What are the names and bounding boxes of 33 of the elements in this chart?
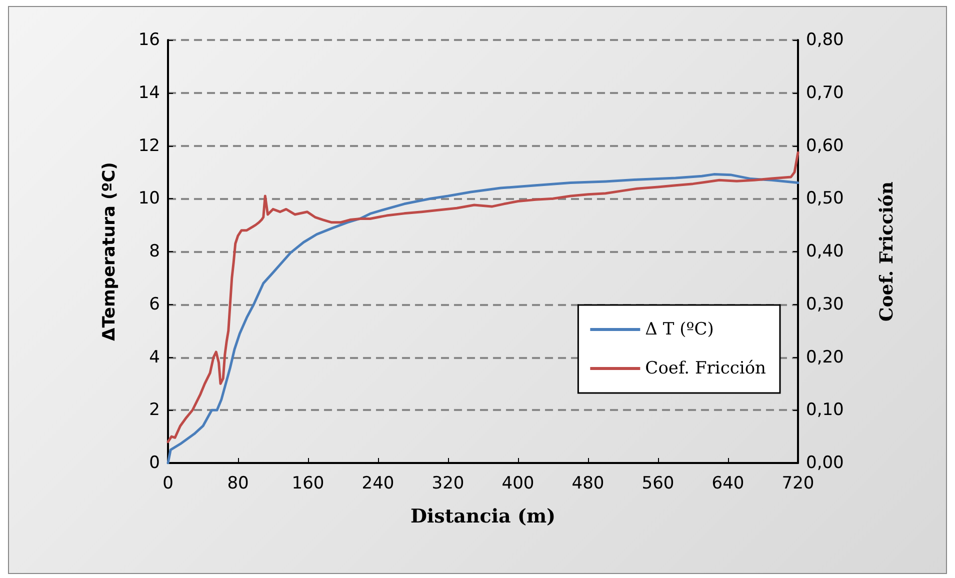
y-tick-label: 16 <box>138 30 160 50</box>
x-tick-label: 400 <box>502 474 534 494</box>
x-tick-label: 720 <box>782 474 814 494</box>
x-tick-label: 640 <box>712 474 744 494</box>
y2-tick-label: 0,10 <box>806 400 844 420</box>
y2-tick-label: 0,40 <box>806 242 844 262</box>
x-tick-label: 80 <box>227 474 249 494</box>
y-tick-label: 2 <box>149 400 160 420</box>
y-tick-label: 4 <box>149 347 160 368</box>
x-tick-label: 160 <box>292 474 324 494</box>
y2-tick-label: 0,50 <box>806 188 844 209</box>
legend-label: Coef. Fricción <box>645 358 766 378</box>
y2-tick-label: 0,70 <box>806 82 844 103</box>
y2-tick-label: 0,20 <box>806 347 844 368</box>
y-axis-title: ΔTemperatura (ºC) <box>100 162 120 341</box>
y-tick-label: 10 <box>138 188 160 209</box>
y2-tick-label: 0,80 <box>806 30 844 50</box>
y2-axis-title: Coef. Fricción <box>876 181 898 322</box>
x-tick-label: 560 <box>642 474 674 494</box>
y2-tick-label: 0,00 <box>806 453 844 473</box>
x-tick-label: 320 <box>432 474 464 494</box>
y2-tick-label: 0,60 <box>806 136 844 156</box>
x-axis-title: Distancia (m) <box>410 506 556 528</box>
y-tick-label: 6 <box>149 294 160 314</box>
x-tick-label: 240 <box>362 474 394 494</box>
legend-label: Δ T (ºC) <box>645 320 714 340</box>
x-tick-label: 480 <box>572 474 604 494</box>
y2-tick-label: 0,30 <box>806 294 844 314</box>
y-tick-label: 0 <box>149 453 160 473</box>
y-tick-label: 8 <box>149 242 160 262</box>
y-tick-label: 14 <box>138 82 160 103</box>
x-tick-label: 0 <box>162 474 174 494</box>
y-tick-label: 12 <box>138 136 160 156</box>
